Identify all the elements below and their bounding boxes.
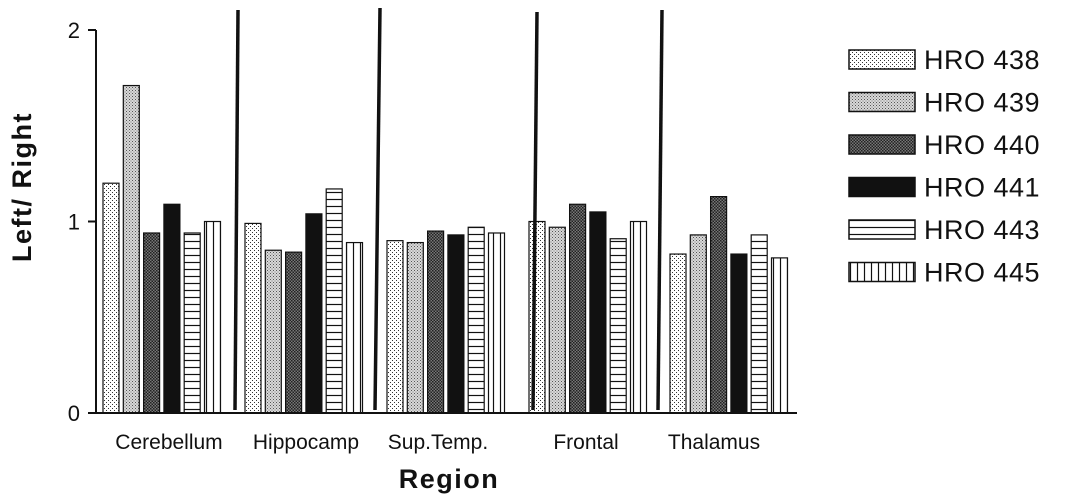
bar-hro-439-thalamus xyxy=(689,234,707,414)
x-axis-label: Region xyxy=(399,464,500,494)
bar-hro-440-thalamus xyxy=(709,196,728,414)
legend-label: HRO 445 xyxy=(924,258,1040,288)
region-separators xyxy=(233,7,664,411)
y-tick-label: 2 xyxy=(68,18,80,43)
legend-swatch xyxy=(848,49,916,70)
bar-hro-439-hippocamp xyxy=(264,249,282,414)
bar-hro-445-frontal xyxy=(629,220,648,414)
x-category-labels: Cerebellum Hippocamp Sup.Temp. Frontal Thala… xyxy=(115,431,760,454)
bar-hro-443-hippocamp xyxy=(325,188,343,414)
x-category-label: Thalamus xyxy=(668,431,760,454)
bar-hro-438-thalamus xyxy=(669,253,687,414)
bar-hro-443-cerebellum xyxy=(183,232,201,414)
bar-hro-443-thalamus xyxy=(750,234,768,414)
legend-swatch xyxy=(848,134,916,155)
bar-hro-441-frontal xyxy=(589,211,607,414)
y-tick-label: 1 xyxy=(68,210,80,235)
bar-hro-441-suptemp xyxy=(447,234,465,414)
legend: HRO 438 HRO 439 HRO 440 HRO 441 HRO 443 HRO 4… xyxy=(848,45,1040,288)
legend-swatch xyxy=(848,176,916,198)
bar-hro-445-thalamus xyxy=(770,257,789,414)
bar-hro-439-suptemp xyxy=(406,241,424,414)
bars-group xyxy=(102,84,789,414)
region-separator-line xyxy=(656,9,664,411)
bar-hro-440-frontal xyxy=(568,203,587,414)
legend-label: HRO 440 xyxy=(924,130,1040,160)
region-separator-line xyxy=(373,7,382,411)
region-separator-line xyxy=(233,9,240,411)
legend-label: HRO 441 xyxy=(924,173,1040,203)
bar-hro-438-hippocamp xyxy=(244,222,262,414)
legend-label: HRO 443 xyxy=(924,215,1040,245)
bar-hro-445-suptemp xyxy=(487,232,506,414)
bar-hro-441-cerebellum xyxy=(163,203,181,414)
bar-hro-439-frontal xyxy=(548,226,566,414)
bar-hro-438-cerebellum xyxy=(102,182,120,414)
bar-hro-445-cerebellum xyxy=(203,220,222,414)
region-separator-line xyxy=(531,11,539,411)
legend-swatch xyxy=(848,261,916,283)
legend-label: HRO 438 xyxy=(924,45,1040,75)
bar-hro-441-thalamus xyxy=(730,253,748,414)
bar-hro-439-cerebellum xyxy=(122,84,140,414)
x-category-label: Sup.Temp. xyxy=(388,431,488,454)
x-category-label: Frontal xyxy=(553,431,618,454)
y-ticks: 0 1 2 xyxy=(68,18,96,426)
y-axis-label: Left/ Right xyxy=(7,112,37,262)
bar-hro-440-hippocamp xyxy=(285,251,303,414)
bar-hro-440-cerebellum xyxy=(143,232,161,414)
legend-swatch xyxy=(848,91,916,113)
bar-hro-445-hippocamp xyxy=(345,241,364,414)
bar-hro-441-hippocamp xyxy=(305,213,323,414)
bar-hro-438-suptemp xyxy=(386,240,404,414)
x-category-label: Hippocamp xyxy=(253,431,359,454)
legend-swatch xyxy=(848,219,916,240)
bar-hro-443-frontal xyxy=(609,238,627,414)
bar-hro-438-frontal xyxy=(528,220,546,414)
legend-label: HRO 439 xyxy=(924,88,1040,118)
bar-hro-443-suptemp xyxy=(467,226,485,414)
y-tick-label: 0 xyxy=(68,401,80,426)
bar-hro-440-suptemp xyxy=(427,230,445,414)
x-category-label: Cerebellum xyxy=(115,431,222,454)
